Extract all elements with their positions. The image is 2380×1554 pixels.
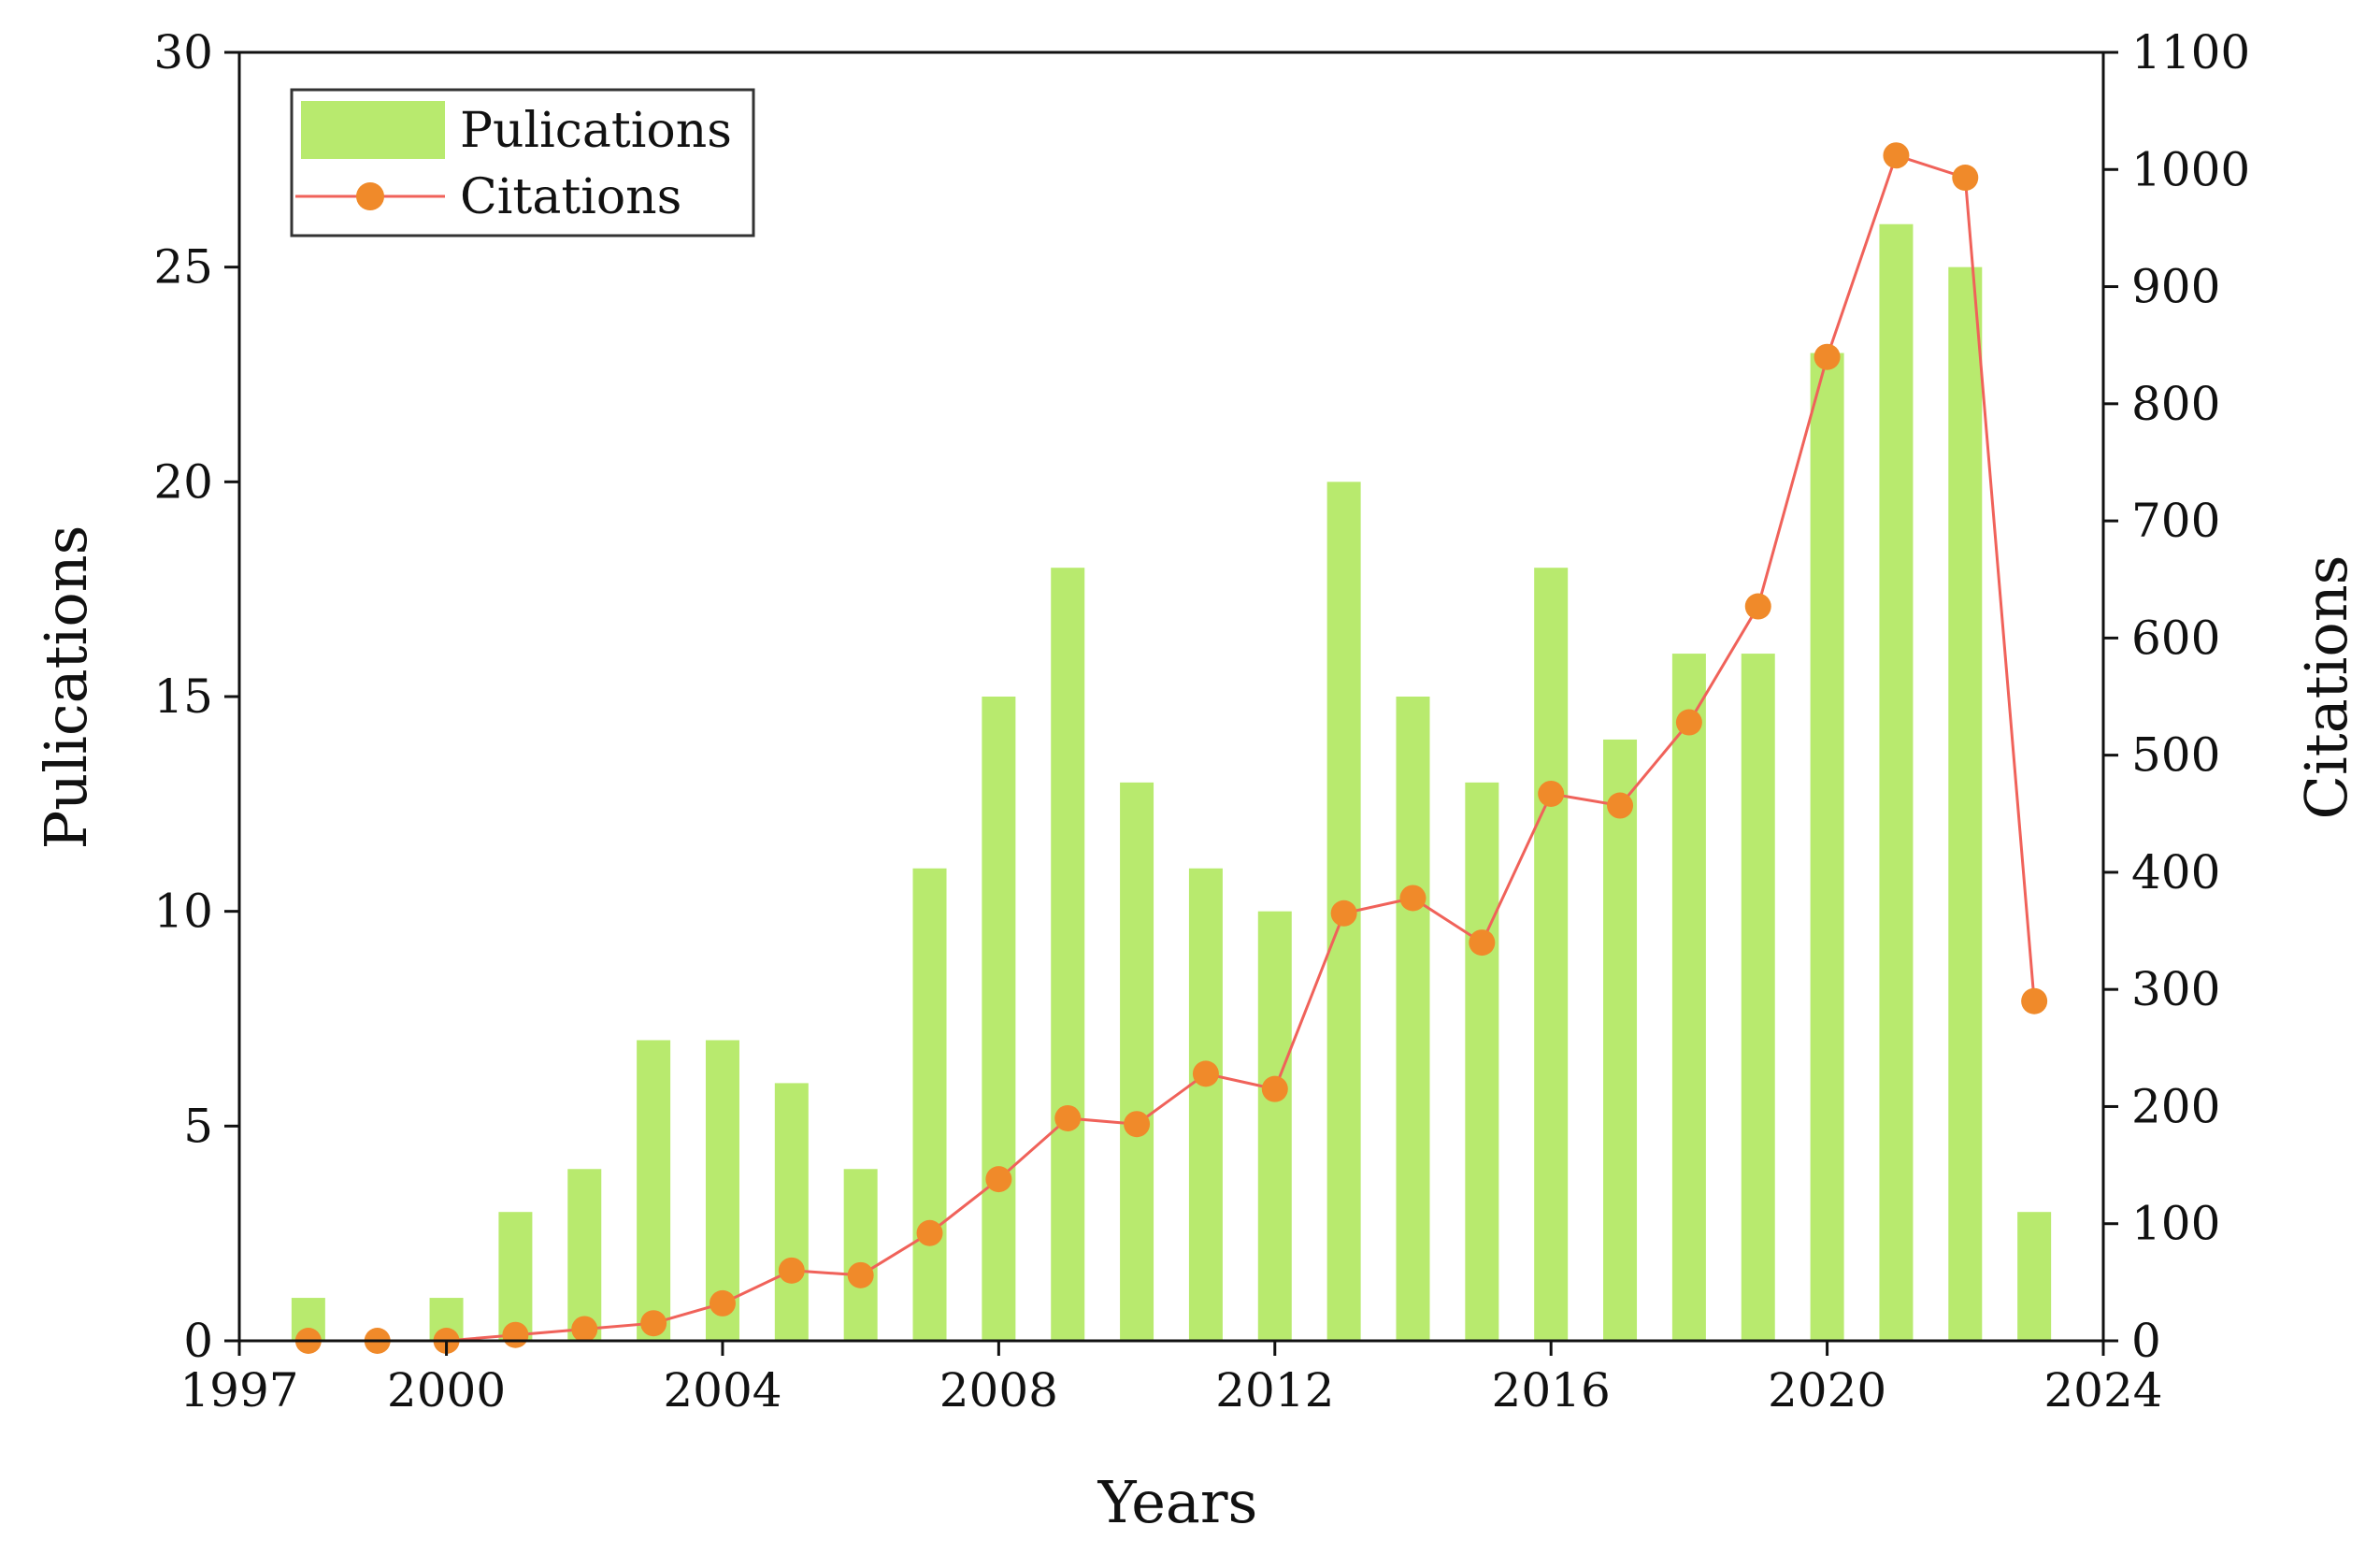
right-y-tick-label-300: 300	[2131, 962, 2220, 1016]
citation-point-2004	[709, 1289, 736, 1317]
legend-label-pulications: Pulications	[460, 103, 732, 159]
publication-bar-2001	[498, 1212, 533, 1341]
publication-bar-2006	[843, 1169, 878, 1341]
axes-layer: 1997 2000 2004 2008 2012 2016 2020 202405101520…	[153, 25, 2250, 1417]
publication-bar-2016	[1534, 568, 1569, 1341]
right-y-tick-label-600: 600	[2131, 611, 2220, 665]
citation-point-2003	[640, 1310, 667, 1337]
citation-point-2001	[502, 1321, 529, 1348]
right-y-tick-label-200: 200	[2131, 1079, 2220, 1133]
left-y-tick-label-30: 30	[153, 25, 213, 79]
citation-point-2007	[916, 1219, 943, 1246]
citation-point-2022	[1952, 165, 1979, 192]
citations-line-layer	[294, 142, 2048, 1354]
publication-bar-2011	[1188, 868, 1223, 1341]
right-y-tick-label-700: 700	[2131, 494, 2220, 548]
right-y-tick-label-500: 500	[2131, 728, 2220, 783]
citation-point-2016	[1538, 780, 1565, 807]
legend-bar-swatch	[301, 101, 445, 159]
left-y-tick-label-20: 20	[153, 454, 213, 509]
publication-bar-2005	[774, 1083, 809, 1341]
left-y-tick-label-5: 5	[183, 1099, 213, 1153]
x-axis-title: Years	[1097, 1468, 1258, 1536]
right-y-tick-label-800: 800	[2131, 377, 2220, 431]
legend-marker-swatch	[356, 182, 384, 210]
left-y-tick-label-0: 0	[183, 1314, 213, 1368]
publication-bar-2010	[1120, 782, 1154, 1341]
left-y-tick-label-10: 10	[153, 885, 213, 939]
x-tick-label-2004: 2004	[663, 1363, 781, 1417]
citation-point-2018	[1675, 709, 1702, 736]
publication-bar-2002	[567, 1169, 602, 1341]
right-y-tick-label-900: 900	[2131, 260, 2220, 314]
publication-bar-2021	[1879, 223, 1914, 1341]
citation-point-2014	[1399, 885, 1427, 912]
publication-bar-2015	[1465, 782, 1499, 1341]
x-tick-label-2012: 2012	[1215, 1363, 1334, 1417]
citations-line	[308, 153, 2036, 1343]
publication-bar-2018	[1671, 654, 1706, 1341]
publication-bar-2009	[1051, 568, 1085, 1341]
x-tick-label-2024: 2024	[2043, 1363, 2162, 1417]
right-y-tick-label-1000: 1000	[2131, 142, 2250, 196]
citation-point-2019	[1744, 593, 1771, 620]
publication-bar-2020	[1810, 353, 1844, 1341]
left-y-tick-label-25: 25	[153, 240, 213, 295]
publication-bar-2023	[2017, 1212, 2052, 1341]
x-tick-label-1997: 1997	[179, 1363, 298, 1417]
publication-bar-2008	[982, 697, 1016, 1341]
citation-point-2008	[985, 1166, 1012, 1193]
citation-point-2013	[1330, 899, 1357, 927]
bars-layer	[291, 223, 2052, 1342]
citation-point-2020	[1814, 343, 1841, 370]
left-y-axis-title: Pulications	[32, 525, 100, 850]
citation-point-2021	[1883, 142, 1910, 169]
right-y-axis-title: Citations	[2292, 555, 2360, 820]
x-tick-label-2020: 2020	[1768, 1363, 1886, 1417]
publication-bar-2007	[912, 868, 947, 1341]
publication-bar-2003	[637, 1040, 671, 1341]
right-y-tick-label-1100: 1100	[2131, 25, 2250, 79]
publication-bar-2017	[1603, 739, 1638, 1341]
citation-point-2010	[1124, 1111, 1151, 1138]
publication-bar-2012	[1257, 911, 1292, 1341]
citation-point-2009	[1054, 1104, 1082, 1131]
right-y-tick-label-400: 400	[2131, 845, 2220, 899]
citation-point-2011	[1192, 1060, 1219, 1087]
publication-bar-2022	[1948, 266, 1983, 1342]
right-y-tick-label-0: 0	[2131, 1314, 2161, 1368]
right-y-tick-label-100: 100	[2131, 1197, 2220, 1251]
legend-label-citations: Citations	[460, 169, 681, 225]
citation-point-2015	[1469, 929, 1496, 957]
publication-bar-2014	[1396, 697, 1430, 1341]
citation-point-2005	[778, 1257, 805, 1284]
x-tick-label-2000: 2000	[387, 1363, 506, 1417]
citation-point-2017	[1607, 792, 1634, 819]
citation-point-2023	[2021, 987, 2048, 1014]
x-tick-label-2016: 2016	[1492, 1363, 1611, 1417]
citation-point-2006	[847, 1261, 874, 1288]
citation-point-2002	[571, 1316, 598, 1343]
citation-point-2012	[1261, 1075, 1288, 1102]
x-tick-label-2008: 2008	[939, 1363, 1058, 1417]
legend: Pulications Citations	[290, 88, 755, 237]
publication-bar-2019	[1741, 654, 1775, 1341]
left-y-tick-label-15: 15	[153, 669, 213, 724]
